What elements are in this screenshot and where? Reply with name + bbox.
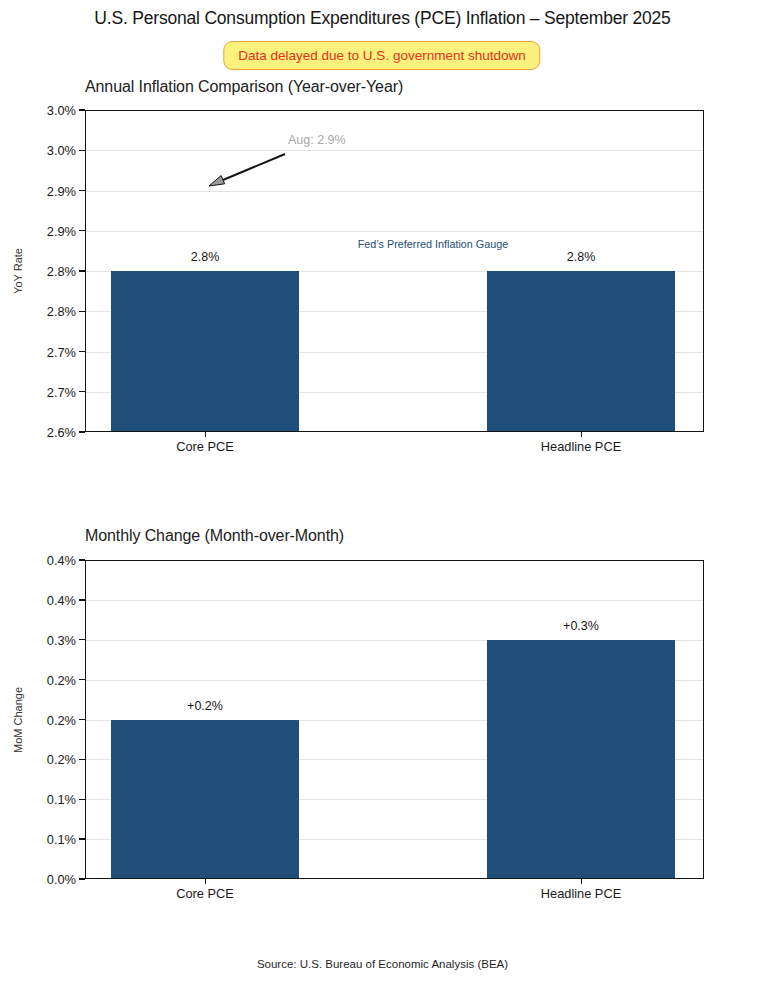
y-tick-label: 0.2%	[47, 712, 76, 727]
y-tick-label: 0.3%	[47, 632, 76, 647]
y-tick-label: 0.2%	[47, 672, 76, 687]
y-tick-label: 0.1%	[47, 832, 76, 847]
y-tick-label: 0.1%	[47, 792, 76, 807]
x-tick-mark	[581, 879, 582, 884]
y-axis-label: MoM Change	[12, 686, 24, 752]
plot-frame	[85, 560, 704, 879]
y-tick-label: 0.4%	[47, 592, 76, 607]
chart-mom: Monthly Change (Month-over-Month) MoM Cha…	[0, 0, 765, 983]
figure-canvas: U.S. Personal Consumption Expenditures (…	[0, 0, 765, 983]
x-tick-mark	[205, 879, 206, 884]
x-tick-label: Core PCE	[176, 886, 234, 901]
y-tick-label: 0.4%	[47, 553, 76, 568]
y-tick-label: 0.0%	[47, 872, 76, 887]
source-note: Source: U.S. Bureau of Economic Analysis…	[0, 958, 765, 970]
chart-title: Monthly Change (Month-over-Month)	[85, 527, 344, 545]
y-tick-label: 0.2%	[47, 752, 76, 767]
x-tick-label: Headline PCE	[541, 886, 621, 901]
